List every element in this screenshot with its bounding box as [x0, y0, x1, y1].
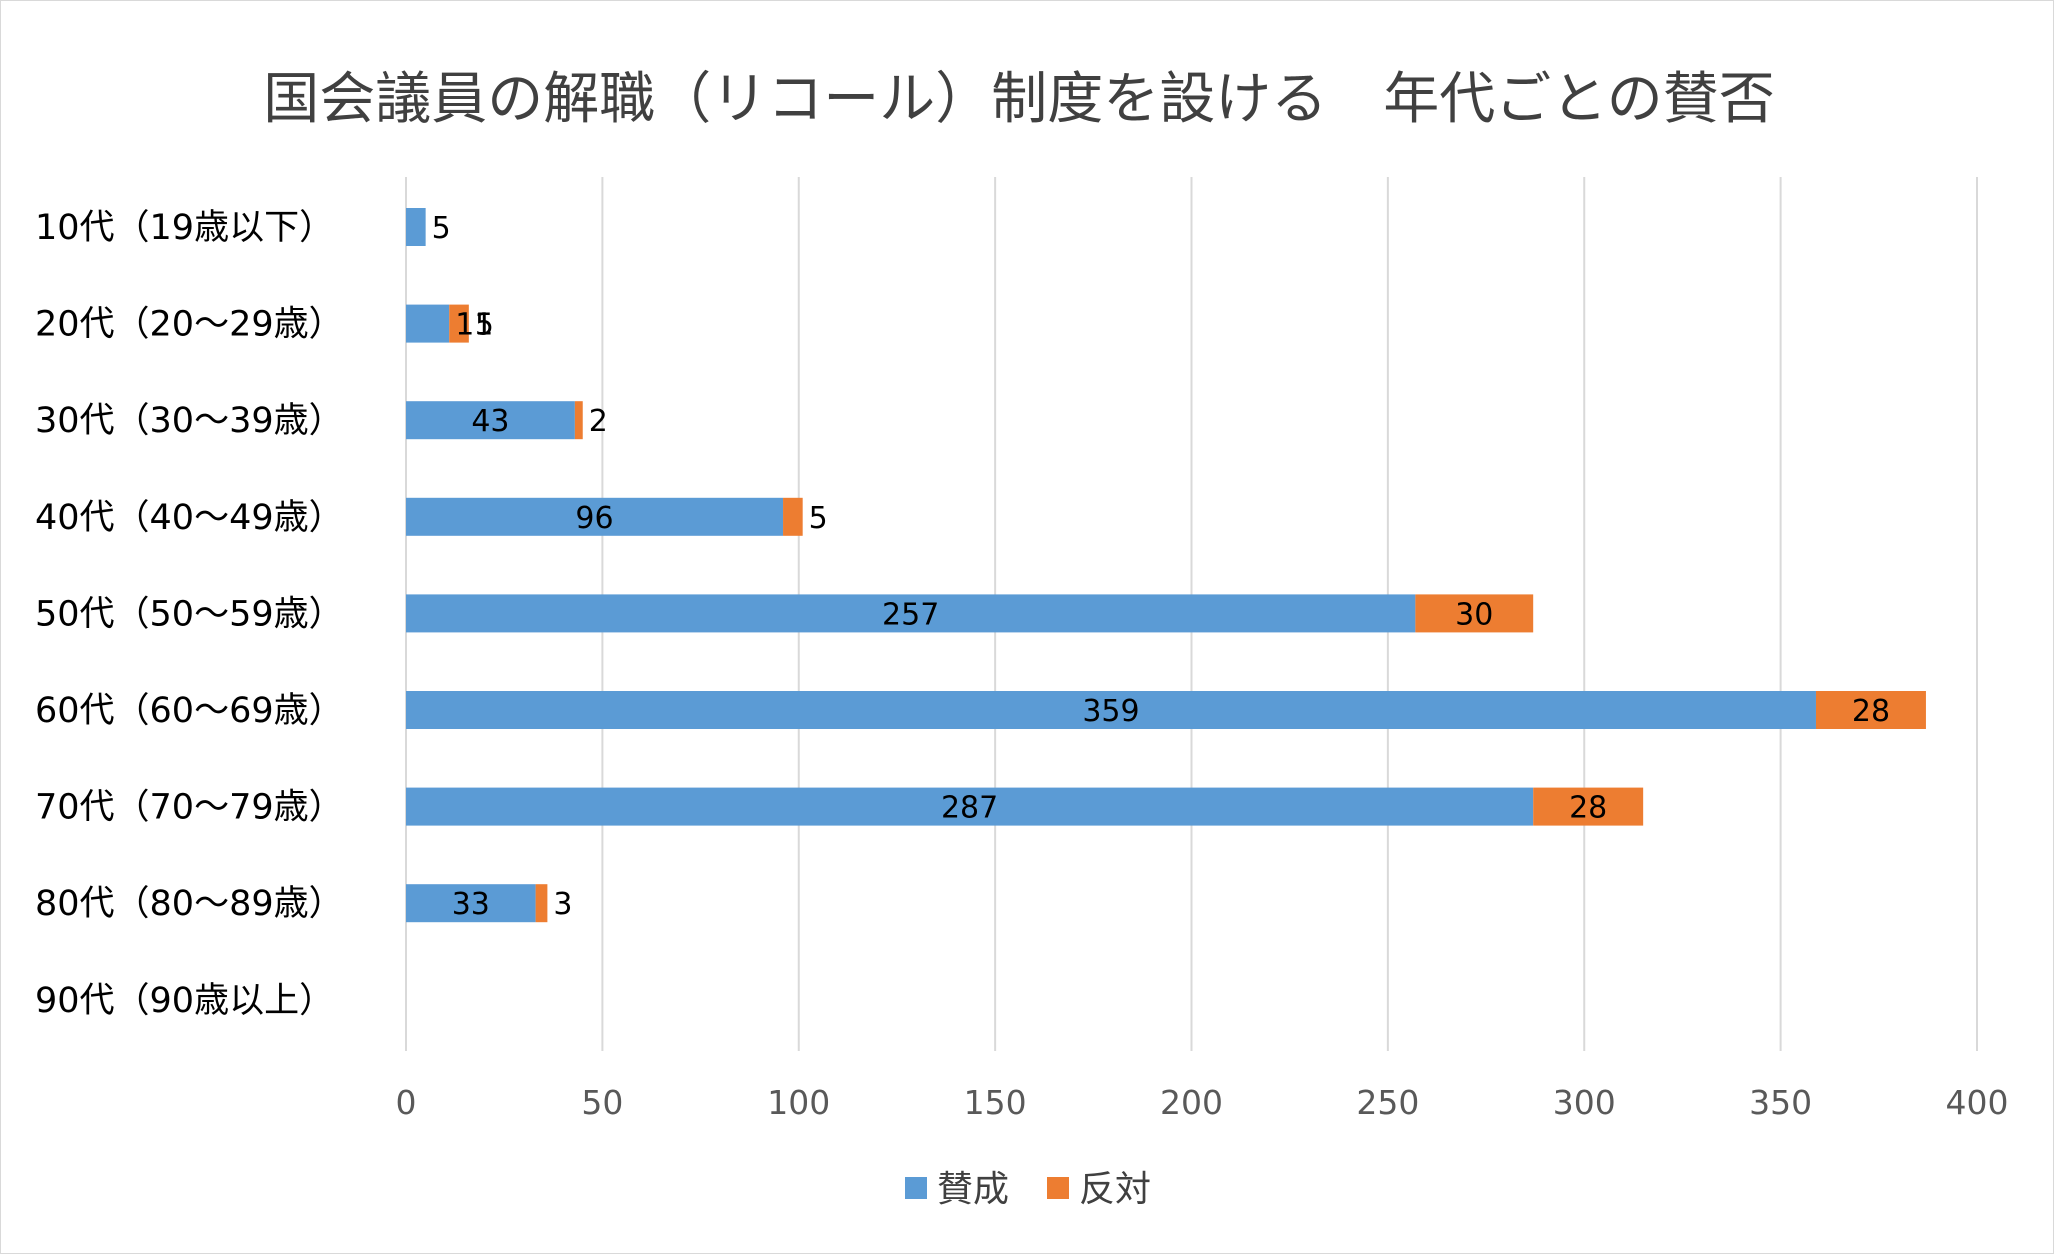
- data-label-反対-7: 3: [553, 887, 572, 922]
- legend: 賛成 反対: [905, 1169, 1151, 1210]
- bar-賛成-5: [406, 691, 1816, 729]
- bar-賛成-4: [406, 594, 1416, 633]
- bar-反対-1: [449, 304, 469, 343]
- bar-賛成-3: [406, 497, 784, 536]
- data-label-賛成-0: 5: [432, 211, 451, 246]
- category-label-8: 90代（90歳以上）: [35, 981, 334, 1021]
- x-tick-label-350: 350: [1749, 1083, 1812, 1122]
- bar-反対-2: [574, 401, 583, 440]
- bar-反対-3: [783, 497, 803, 536]
- bar-反対-4: [1415, 594, 1534, 633]
- bar-賛成-1: [406, 304, 450, 343]
- bar-反対-6: [1533, 787, 1644, 826]
- x-tick-label-200: 200: [1160, 1083, 1223, 1122]
- data-label-賛成-7: 33: [452, 887, 490, 922]
- data-label-賛成-6: 287: [941, 791, 998, 826]
- x-axis-ticks: 0 50 100 150 200 250 300 350 400: [396, 1083, 2009, 1122]
- data-label-賛成-5: 359: [1082, 694, 1139, 729]
- data-label-賛成-2: 43: [471, 404, 509, 439]
- category-label-4: 50代（50～59歳）: [35, 594, 344, 634]
- x-tick-label-250: 250: [1356, 1083, 1419, 1122]
- category-label-6: 70代（70～79歳）: [35, 788, 344, 828]
- x-tick-label-300: 300: [1553, 1083, 1616, 1122]
- data-label-賛成-4: 257: [882, 597, 939, 632]
- x-tick-label-150: 150: [964, 1083, 1027, 1122]
- bar-反対-5: [1815, 691, 1926, 729]
- data-label-反対-3: 5: [809, 501, 828, 536]
- legend-swatch-賛成: [905, 1177, 927, 1199]
- category-label-1: 20代（20～29歳）: [35, 305, 344, 345]
- category-labels: 10代（19歳以下） 20代（20～29歳） 30代（30～39歳） 40代（40～4…: [35, 208, 344, 1021]
- x-tick-label-400: 400: [1946, 1083, 2009, 1122]
- x-tick-label-0: 0: [396, 1083, 417, 1122]
- category-label-5: 60代（60～69歳）: [35, 691, 344, 731]
- bar-賛成-7: [406, 884, 536, 923]
- data-label-賛成-1: 11: [455, 308, 493, 343]
- category-label-7: 80代（80～89歳）: [35, 884, 344, 924]
- legend-label-賛成: 賛成: [937, 1169, 1009, 1210]
- x-tick-label-100: 100: [767, 1083, 830, 1122]
- category-label-2: 30代（30～39歳）: [35, 401, 344, 441]
- data-label-反対-2: 2: [589, 404, 608, 439]
- data-label-反対-5: 28: [1852, 694, 1890, 729]
- legend-label-反対: 反対: [1079, 1169, 1151, 1210]
- legend-swatch-反対: [1047, 1177, 1069, 1199]
- bars: [406, 208, 1926, 923]
- data-label-賛成-3: 96: [575, 501, 613, 536]
- x-tick-label-50: 50: [581, 1083, 623, 1122]
- chart-title: 国会議員の解職（リコール）制度を設ける 年代ごとの賛否: [263, 67, 1774, 132]
- data-label-反対-6: 28: [1569, 791, 1607, 826]
- bar-賛成-2: [406, 401, 575, 440]
- bar-反対-7: [535, 884, 548, 923]
- data-label-反対-1: 5: [475, 308, 494, 343]
- category-label-0: 10代（19歳以下）: [35, 208, 334, 248]
- bar-賛成-0: [406, 208, 426, 246]
- category-label-3: 40代（40～49歳）: [35, 498, 344, 538]
- data-label-反対-4: 30: [1455, 597, 1493, 632]
- bar-賛成-6: [406, 787, 1534, 826]
